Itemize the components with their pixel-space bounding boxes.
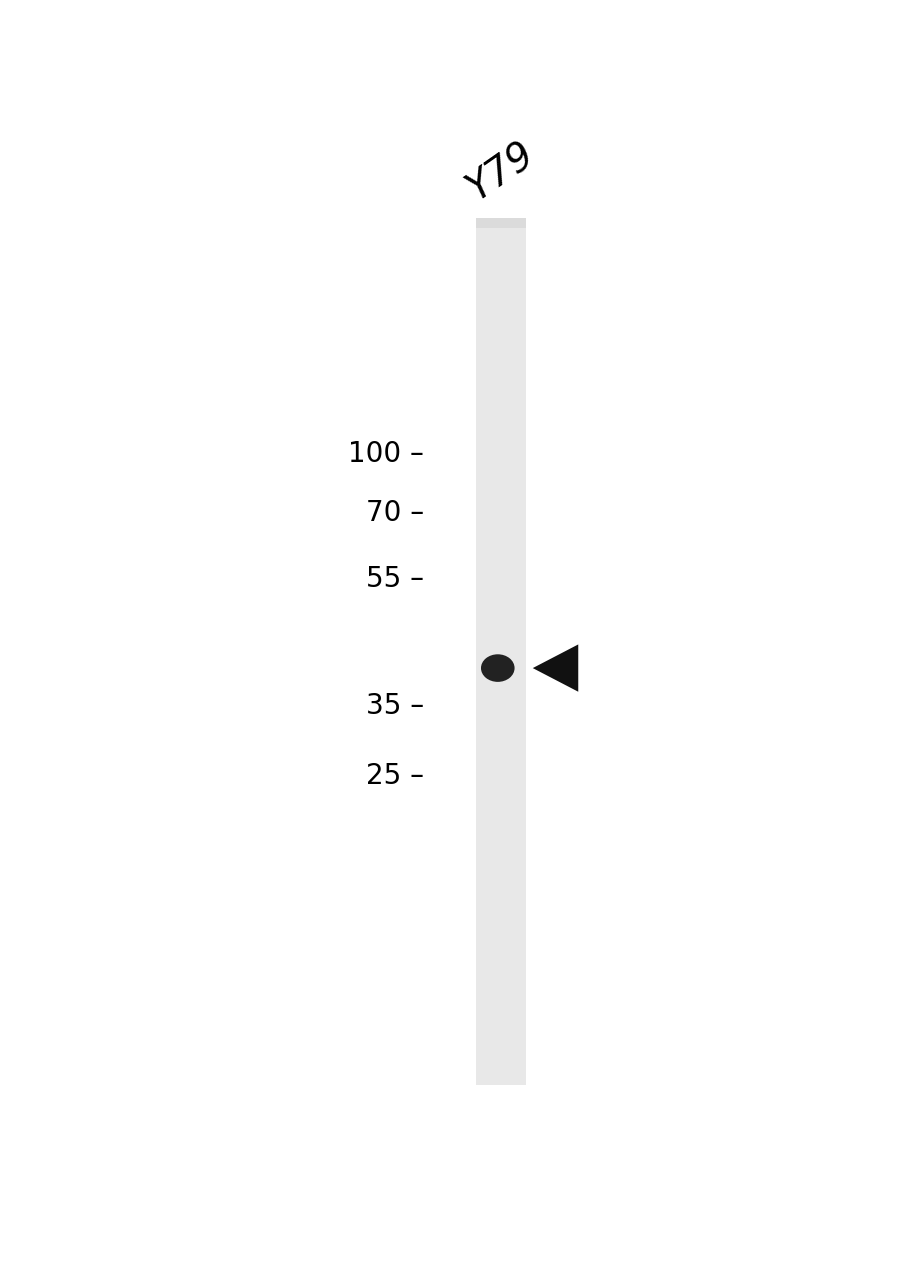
Text: Y79: Y79	[460, 134, 541, 207]
Text: 100 –: 100 –	[348, 440, 424, 468]
Bar	[475, 218, 526, 228]
Polygon shape	[532, 644, 577, 691]
Ellipse shape	[481, 654, 514, 682]
Text: 70 –: 70 –	[366, 499, 424, 527]
Text: 55 –: 55 –	[366, 566, 424, 594]
Text: 35 –: 35 –	[366, 691, 424, 719]
Text: 25 –: 25 –	[366, 763, 424, 791]
Bar	[475, 218, 526, 1085]
